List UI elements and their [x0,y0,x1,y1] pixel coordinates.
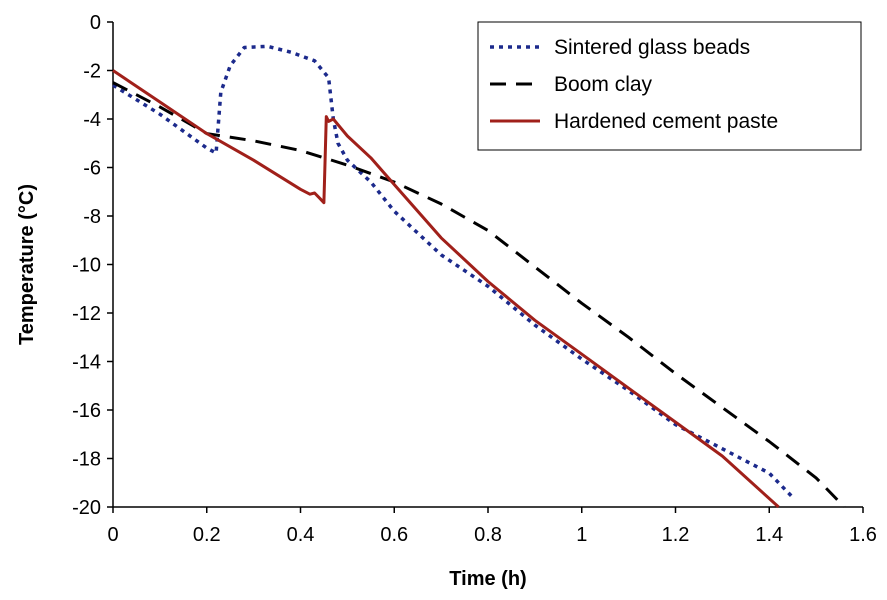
x-tick-label: 1.6 [849,524,877,546]
x-tick-label: 0 [107,524,118,546]
plot-area: 0 0.2 0.4 0.6 0.8 1 1.2 1.4 1.6 0 -2 -4 -6 -8 -10 -12 -… [72,12,877,546]
y-axis-title: Temperature (°C) [16,184,38,345]
legend-item-boom-clay: Boom clay [490,73,653,96]
x-tick-label: 0.8 [474,524,502,546]
y-tick-label: -10 [72,255,101,277]
y-tick-label: -8 [83,206,101,228]
y-axis-ticks: 0 -2 -4 -6 -8 -10 -12 -14 -16 -18 -20 [72,12,113,519]
y-tick-label: -2 [83,61,101,83]
x-tick-label: 1.2 [662,524,690,546]
x-tick-label: 0.6 [380,524,408,546]
legend-label-sintered-glass-beads: Sintered glass beads [554,36,750,59]
legend-item-hardened-cement-paste: Hardened cement paste [490,110,778,133]
y-tick-label: -20 [72,497,101,519]
legend-label-boom-clay: Boom clay [554,73,653,96]
series-line-boom-clay [112,81,846,509]
x-tick-label: 1.4 [755,524,783,546]
x-axis-ticks: 0 0.2 0.4 0.6 0.8 1 1.2 1.4 1.6 [107,507,877,546]
y-tick-label: -6 [83,158,101,180]
y-tick-label: -4 [83,109,101,131]
series-lines [112,44,846,509]
y-tick-label: -14 [72,352,101,374]
y-tick-label: -18 [72,449,101,471]
legend: Sintered glass beads Boom clay Hardened … [477,21,862,151]
x-axis-title: Time (h) [449,568,526,590]
series-line-hardened-cement-paste [112,69,780,509]
x-tick-label: 0.2 [193,524,221,546]
x-tick-label: 0.4 [287,524,315,546]
legend-box [477,21,862,151]
legend-item-sintered-glass-beads: Sintered glass beads [490,36,750,59]
y-tick-label: -16 [72,400,101,422]
y-tick-label: 0 [90,12,101,34]
legend-label-hardened-cement-paste: Hardened cement paste [554,110,778,133]
x-tick-label: 1 [576,524,587,546]
series-line-sintered-glass-beads [112,44,794,499]
y-tick-label: -12 [72,303,101,325]
